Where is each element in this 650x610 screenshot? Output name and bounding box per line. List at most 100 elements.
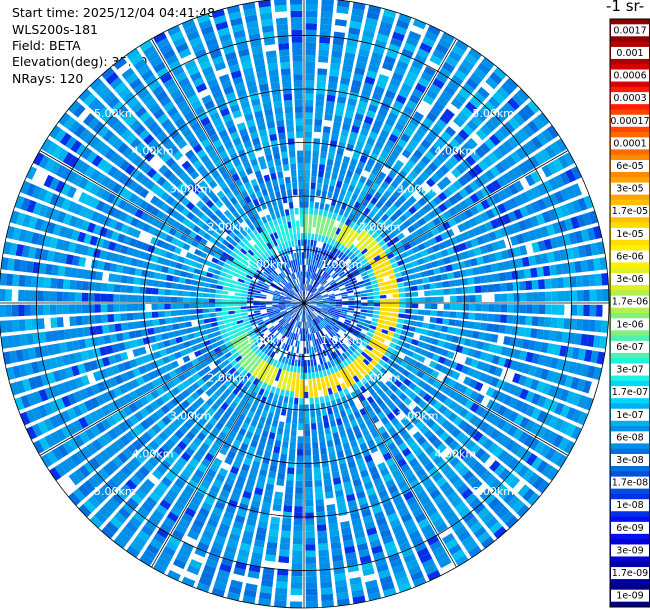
beta-bin <box>260 585 273 594</box>
beta-bin <box>334 311 341 315</box>
beta-bin <box>370 196 379 205</box>
beta-bin <box>327 387 333 395</box>
beta-bin <box>205 357 214 365</box>
beta-bin <box>241 422 249 431</box>
beta-bin <box>412 165 423 175</box>
beta-bin <box>422 403 432 413</box>
beta-bin <box>305 290 308 297</box>
beta-bin <box>264 347 271 355</box>
beta-bin <box>343 267 351 273</box>
beta-bin <box>477 86 490 99</box>
beta-bin <box>308 294 314 299</box>
beta-bin <box>252 545 264 554</box>
beta-bin <box>419 100 431 111</box>
beta-bin <box>46 450 58 465</box>
beta-bin <box>256 372 263 380</box>
beta-bin <box>413 111 424 122</box>
beta-bin <box>49 291 57 302</box>
beta-bin <box>462 82 475 95</box>
beta-bin <box>236 335 244 341</box>
beta-bin <box>273 367 279 375</box>
beta-bin <box>379 267 387 273</box>
beta-bin <box>387 426 397 436</box>
beta-bin <box>374 85 385 95</box>
beta-bin <box>377 263 386 269</box>
beta-bin <box>226 539 239 549</box>
beta-bin <box>540 368 550 381</box>
beta-bin <box>290 429 297 437</box>
beta-bin <box>546 343 555 355</box>
beta-bin <box>316 74 327 82</box>
beta-bin <box>241 315 249 320</box>
beta-bin <box>288 325 293 332</box>
beta-bin <box>506 371 516 382</box>
beta-bin <box>430 173 441 184</box>
beta-bin <box>414 361 423 370</box>
beta-bin <box>107 304 114 313</box>
beta-bin <box>392 564 405 575</box>
beta-bin <box>171 345 180 353</box>
beta-bin <box>181 379 191 389</box>
beta-bin <box>132 439 143 451</box>
beta-bin <box>490 263 499 273</box>
beta-bin <box>327 347 333 354</box>
beta-bin <box>175 336 183 344</box>
beta-bin <box>228 533 241 542</box>
beta-bin <box>426 89 438 100</box>
beta-bin <box>276 332 282 339</box>
beta-bin <box>381 165 390 175</box>
beta-bin <box>235 355 243 363</box>
beta-bin <box>124 381 134 392</box>
beta-bin <box>346 339 354 346</box>
beta-bin <box>474 313 482 321</box>
beta-bin <box>138 346 147 356</box>
beta-bin <box>202 352 211 360</box>
beta-bin <box>316 303 324 305</box>
beta-bin <box>340 382 347 390</box>
beta-bin <box>417 410 427 420</box>
beta-bin <box>290 582 303 589</box>
beta-bin <box>440 90 453 102</box>
beta-bin <box>453 392 464 403</box>
beta-bin <box>381 343 389 351</box>
beta-bin <box>433 400 443 411</box>
beta-bin <box>438 393 448 403</box>
beta-bin <box>362 261 370 268</box>
beta-bin <box>311 233 315 241</box>
beta-bin <box>358 463 367 472</box>
beta-bin <box>215 264 223 271</box>
beta-bin <box>470 359 479 368</box>
beta-bin <box>281 321 287 327</box>
beta-bin <box>145 496 158 508</box>
beta-bin <box>497 392 507 403</box>
beta-bin <box>405 298 413 303</box>
beta-bin <box>159 325 168 333</box>
beta-bin <box>311 365 315 373</box>
beta-bin <box>342 182 349 191</box>
beta-bin <box>341 162 349 170</box>
beta-bin <box>394 209 403 218</box>
beta-bin <box>117 452 129 464</box>
beta-bin <box>69 279 77 290</box>
beta-bin <box>313 319 318 325</box>
beta-bin <box>328 268 334 275</box>
beta-bin <box>63 476 76 490</box>
beta-bin <box>330 63 341 71</box>
beta-bin <box>130 339 139 348</box>
beta-bin <box>165 363 174 372</box>
beta-bin <box>312 280 317 287</box>
beta-bin <box>449 360 458 370</box>
beta-bin <box>135 357 144 366</box>
beta-bin <box>495 162 506 174</box>
beta-bin <box>181 410 191 420</box>
beta-bin <box>26 426 38 440</box>
beta-bin <box>291 423 297 430</box>
beta-bin <box>123 341 132 350</box>
beta-bin <box>250 334 258 341</box>
beta-bin <box>197 342 206 349</box>
beta-bin <box>417 355 426 363</box>
beta-bin <box>290 339 294 346</box>
beta-bin <box>426 111 438 123</box>
beta-bin <box>133 321 141 329</box>
beta-bin <box>326 368 331 376</box>
